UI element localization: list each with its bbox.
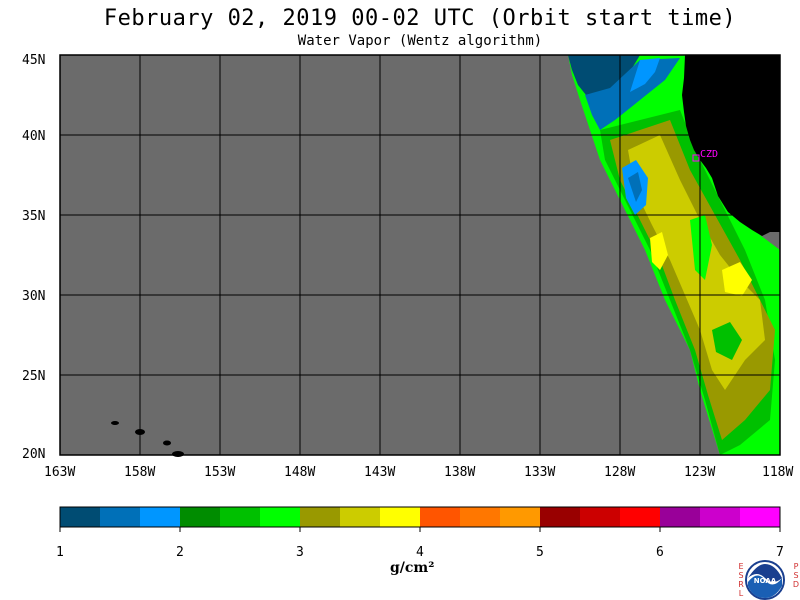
lon-label: 138W <box>444 465 475 480</box>
station-label: CZD <box>700 149 718 160</box>
colorbar-tick-label: 1 <box>56 545 64 560</box>
colorbar-segment <box>460 507 501 527</box>
colorbar-segment <box>700 507 741 527</box>
swath-mid-blue-eddy <box>628 172 642 202</box>
lon-labels: 163W 158W 153W 148W 143W 138W 133W 128W … <box>44 465 793 480</box>
colorbar-segment <box>580 507 621 527</box>
colorbar-segment <box>300 507 341 527</box>
colorbar-segment <box>220 507 261 527</box>
swath-mid-blue <box>585 58 680 130</box>
map-frame <box>59 54 781 456</box>
land-north-america <box>682 55 780 236</box>
noaa-logo-icon: NOAA <box>745 560 785 600</box>
lon-label: 143W <box>364 465 395 480</box>
colorbar-tick-label: 6 <box>656 545 664 560</box>
colorbar-segment <box>260 507 301 527</box>
graticule <box>60 55 780 455</box>
colorbar-segment <box>180 507 221 527</box>
swath-layer <box>568 55 780 455</box>
chart-subtitle: Water Vapor (Wentz algorithm) <box>297 33 543 49</box>
colorbar-segment <box>660 507 701 527</box>
swath-yellow-2 <box>650 232 668 270</box>
lon-label: 128W <box>604 465 635 480</box>
lon-label: 133W <box>524 465 555 480</box>
swath-inner-green <box>690 215 712 280</box>
lat-label: 30N <box>22 289 45 304</box>
colorbar-segment <box>620 507 661 527</box>
swath-dark-blue <box>568 55 640 100</box>
logo-text: NOAA <box>754 577 777 585</box>
colorbar-ticks: 1 2 3 4 5 6 7 <box>56 545 784 560</box>
colorbar-segment <box>380 507 421 527</box>
lat-label: 40N <box>22 129 45 144</box>
lon-label: 153W <box>204 465 235 480</box>
chart-title: February 02, 2019 00-02 UTC (Orbit start… <box>103 6 737 31</box>
lat-label: 25N <box>22 369 45 384</box>
lat-label: 45N <box>22 53 45 68</box>
colorbar-segment <box>420 507 461 527</box>
station-marker: CZD <box>692 149 718 162</box>
lat-label: 35N <box>22 209 45 224</box>
lat-label: 20N <box>22 447 45 462</box>
colorbar-segment <box>60 507 101 527</box>
swath-yellow-1 <box>722 262 752 296</box>
colorbar-tick-label: 5 <box>536 545 544 560</box>
lon-label: 123W <box>684 465 715 480</box>
colorbar-segment <box>140 507 181 527</box>
colorbar-tick-label: 2 <box>176 545 184 560</box>
colorbar-segment <box>740 507 781 527</box>
lon-label: 158W <box>124 465 155 480</box>
lat-labels: 45N 40N 35N 30N 25N 20N <box>22 53 45 462</box>
lon-label: 148W <box>284 465 315 480</box>
colorbar-tick-label: 7 <box>776 545 784 560</box>
lon-label: 163W <box>44 465 75 480</box>
colorbar-units: g/cm² <box>390 560 435 576</box>
colorbar-segment <box>340 507 381 527</box>
swath-inner-green-2 <box>712 322 742 360</box>
colorbar-segment <box>100 507 141 527</box>
colorbar-segment <box>500 507 541 527</box>
colorbar-segment <box>540 507 581 527</box>
swath-light-blue <box>630 58 660 92</box>
lon-label: 118W <box>762 465 793 480</box>
colorbar-tick-label: 4 <box>416 545 424 560</box>
colorbar-tick-label: 3 <box>296 545 304 560</box>
colorbar <box>59 506 781 532</box>
